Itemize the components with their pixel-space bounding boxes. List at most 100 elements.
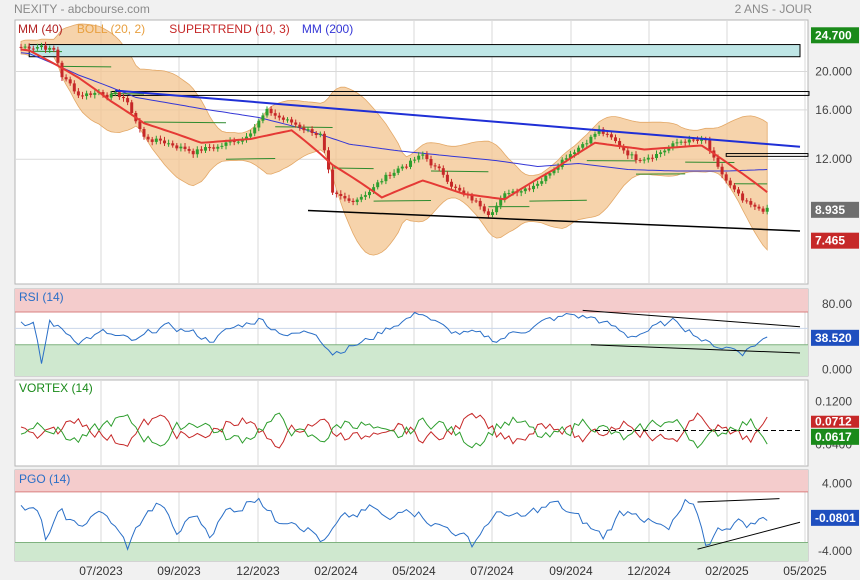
legend-item: MM (200) xyxy=(302,22,353,36)
candle-body xyxy=(142,128,146,137)
candle-body xyxy=(150,139,154,142)
candle-body xyxy=(450,181,453,187)
candle-body xyxy=(421,154,425,156)
candle-body xyxy=(376,182,380,188)
candle-body xyxy=(597,129,601,134)
candle-body xyxy=(655,153,658,158)
candle-body xyxy=(626,150,630,156)
price-value-label: 8.935 xyxy=(815,203,845,217)
price-value-box xyxy=(811,27,859,44)
candle-body xyxy=(372,187,376,192)
candle-body xyxy=(519,191,523,193)
pgo-value-label: -0.0801 xyxy=(815,511,856,525)
candle-body xyxy=(253,127,257,134)
pgo-title: PGO (14) xyxy=(19,472,70,486)
candle-body xyxy=(76,91,80,96)
candle-body xyxy=(105,94,109,98)
candle-body xyxy=(458,187,462,191)
candle-body xyxy=(568,154,572,159)
candle-body xyxy=(585,143,589,145)
candle-body xyxy=(413,159,417,161)
candle-body xyxy=(474,200,478,202)
support-line xyxy=(307,209,801,232)
candle-body xyxy=(85,93,89,97)
candle-body xyxy=(581,144,585,148)
x-tick-label: 02/2024 xyxy=(314,564,358,578)
candle-body xyxy=(761,208,765,212)
vortex-minus-label: 0.0712 xyxy=(815,415,852,429)
candle-body xyxy=(445,174,449,182)
vortex-minus-box xyxy=(811,415,859,428)
candle-body xyxy=(109,93,113,98)
candle-body xyxy=(634,154,638,161)
x-tick-label: 12/2024 xyxy=(627,564,671,578)
candle-body xyxy=(286,119,289,121)
candle-body xyxy=(220,145,224,147)
candle-body xyxy=(765,207,769,212)
candle-body xyxy=(679,141,683,143)
candle-body xyxy=(167,143,171,145)
candle-body xyxy=(335,192,339,194)
rsi-y-tick: 0.000 xyxy=(822,362,852,376)
candles xyxy=(19,41,769,218)
candle-body xyxy=(204,147,207,151)
candle-body xyxy=(388,174,392,176)
candle-body xyxy=(269,108,273,114)
candle-body xyxy=(93,92,97,95)
candle-body xyxy=(437,166,441,169)
x-tick-label: 09/2024 xyxy=(549,564,593,578)
pgo-y-tick: 4.000 xyxy=(822,476,852,490)
candle-body xyxy=(273,113,277,116)
candle-body xyxy=(339,193,343,197)
candle-body xyxy=(638,160,642,162)
candle-body xyxy=(527,188,531,190)
candle-body xyxy=(126,98,130,103)
candle-body xyxy=(322,133,326,151)
candle-body xyxy=(31,48,35,50)
candle-body xyxy=(294,122,298,125)
resistance-zone xyxy=(28,44,801,58)
pgo-value-box xyxy=(811,509,859,526)
candle-body xyxy=(499,198,503,206)
candle-body xyxy=(700,139,704,141)
candle-body xyxy=(667,147,671,151)
candle-body xyxy=(158,138,162,141)
candle-body xyxy=(368,191,371,196)
candle-body xyxy=(749,201,753,205)
vortex-plus-box xyxy=(811,428,859,445)
candle-body xyxy=(310,129,314,134)
trendline-down xyxy=(115,89,801,148)
candle-body xyxy=(306,129,310,131)
candle-body xyxy=(52,47,56,50)
candle-body xyxy=(589,136,593,144)
candle-body xyxy=(511,191,515,194)
candle-body xyxy=(138,121,142,129)
rsi-oversold-zone xyxy=(15,344,808,376)
candle-body xyxy=(663,150,667,153)
pgo-trend-upper xyxy=(697,498,780,503)
candle-body xyxy=(208,147,212,149)
candle-body xyxy=(737,189,740,194)
candle-body xyxy=(48,47,52,50)
candle-body xyxy=(675,142,679,144)
candle-body xyxy=(491,212,494,215)
candle-body xyxy=(396,168,400,173)
candle-body xyxy=(732,185,736,190)
candle-body xyxy=(687,139,691,143)
candle-body xyxy=(261,115,265,121)
candle-body xyxy=(380,181,384,183)
candle-body xyxy=(618,141,622,147)
candle-body xyxy=(56,49,60,63)
candle-body xyxy=(544,175,548,182)
candle-body xyxy=(642,159,646,161)
candle-body xyxy=(573,152,576,155)
candle-body xyxy=(117,92,121,98)
candle-body xyxy=(314,133,318,136)
candle-body xyxy=(363,195,367,197)
vortex-panel xyxy=(14,379,809,467)
legend-item: SUPERTREND (10, 3) xyxy=(169,22,289,36)
candle-body xyxy=(720,166,724,175)
candle-body xyxy=(507,193,511,195)
period-label: 2 ANS - JOUR xyxy=(734,2,812,16)
pgo-line xyxy=(20,497,768,551)
